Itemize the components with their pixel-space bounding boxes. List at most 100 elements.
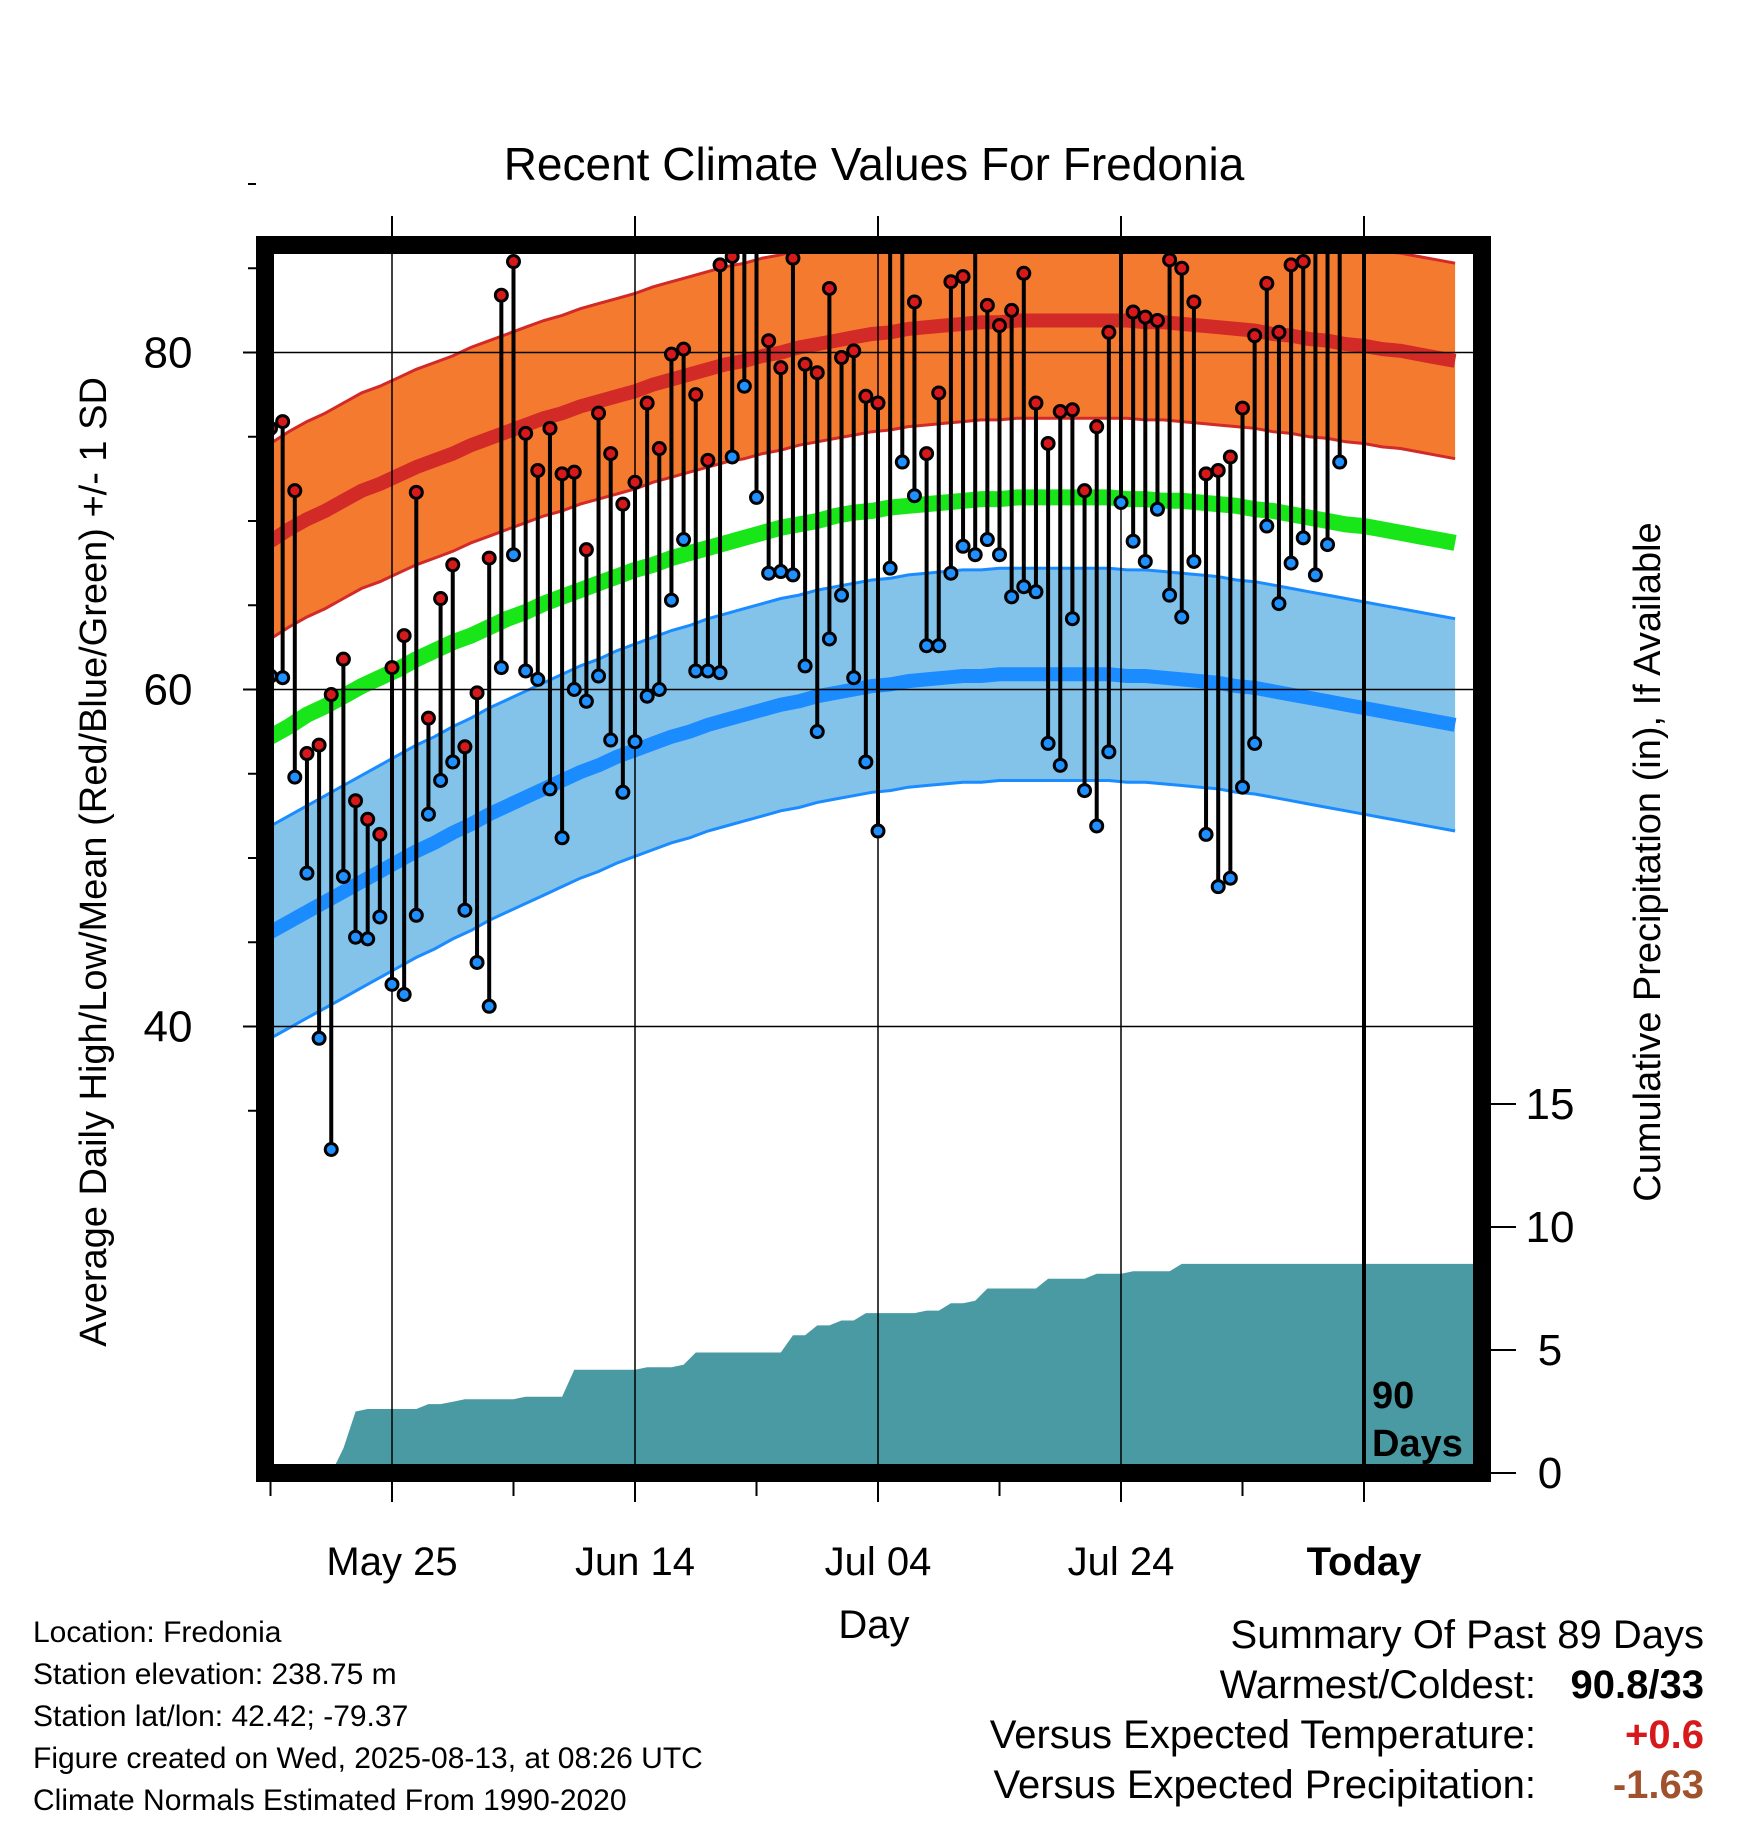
observed-high-point <box>299 746 315 762</box>
x-tick-label: Jul 04 <box>825 1540 932 1584</box>
observed-high-point <box>1064 402 1080 418</box>
observed-high-point <box>372 826 388 842</box>
observed-low-point <box>1235 779 1250 795</box>
observed-high-point <box>591 405 607 421</box>
normal-high-lower-edge <box>269 416 1456 641</box>
observed-high-point <box>919 446 935 462</box>
precip-label: Versus Expected Precipitation: <box>993 1763 1536 1807</box>
observed-low-point <box>663 592 679 608</box>
observed-high-point <box>761 333 777 349</box>
observed-low-point <box>736 378 752 394</box>
plot-frame <box>256 236 1491 1482</box>
observed-low-point <box>894 454 910 470</box>
observed-low-point <box>870 823 886 839</box>
observed-high-point <box>1186 294 1202 310</box>
observed-low-point <box>1332 454 1348 470</box>
y-right-tick-label: 10 <box>1526 1203 1575 1252</box>
observed-high-point <box>992 318 1007 334</box>
elevation-text: Station elevation: 238.75 m <box>33 1658 397 1691</box>
observed-high-point <box>1162 252 1178 268</box>
precip-value: -1.63 <box>1612 1763 1704 1807</box>
observed-high-point <box>773 360 789 376</box>
observed-high-point <box>457 739 473 755</box>
observed-low-point <box>530 671 546 687</box>
x-tick-label: May 25 <box>326 1540 457 1584</box>
observed-low-point <box>919 638 935 654</box>
observed-high-point <box>554 466 570 482</box>
y-left-tick-label: 40 <box>144 1003 193 1052</box>
observed-low-point <box>773 564 789 580</box>
observed-low-point <box>1222 870 1238 886</box>
summary-title: Summary Of Past 89 Days <box>1230 1613 1704 1657</box>
observed-high-point <box>955 269 971 285</box>
observed-low-point <box>834 587 850 603</box>
observed-low-point <box>591 668 607 684</box>
normal-low-upper-edge <box>269 566 1456 828</box>
observed-high-point <box>1259 275 1275 291</box>
observed-low-point <box>1052 757 1068 773</box>
observed-low-point <box>1004 589 1020 605</box>
precip-area <box>270 1263 1474 1473</box>
x-tick-label: Today <box>1307 1540 1423 1584</box>
observed-low-point <box>639 688 655 704</box>
observed-high-point <box>1295 254 1311 270</box>
observed-high-point <box>834 350 850 366</box>
observed-low-point <box>724 449 740 465</box>
observed-high-point <box>688 387 704 403</box>
observed-low-point <box>955 538 971 554</box>
observed-high-point <box>1283 257 1299 273</box>
observed-low-point <box>469 954 485 970</box>
observed-low-point <box>943 565 959 581</box>
summary-temp-row: Versus Expected Temperature: +0.6 <box>990 1710 1704 1760</box>
observed-low-point <box>846 670 862 686</box>
observed-low-point <box>749 489 764 505</box>
observed-high-point <box>1235 400 1250 416</box>
observed-low-point <box>858 754 874 770</box>
observed-high-point <box>518 425 534 441</box>
observed-low-point <box>335 869 351 885</box>
observed-high-point <box>1040 435 1056 451</box>
observed-low-point <box>1198 826 1214 842</box>
normal-low-lower-edge <box>269 779 1456 1040</box>
summary-warmest-row: Warmest/Coldest: 90.8/33 <box>990 1660 1704 1710</box>
observed-low-point <box>967 547 983 563</box>
observed-low-point <box>566 682 582 697</box>
observed-low-point <box>1295 530 1311 546</box>
location-text: Location: Fredonia <box>33 1616 282 1649</box>
observed-high-point <box>738 190 750 202</box>
normal-low-line <box>267 667 1457 939</box>
latlon-text: Station lat/lon: 42.42; -79.37 <box>33 1700 409 1733</box>
observed-low-point <box>433 772 449 788</box>
observed-low-point <box>1307 567 1323 583</box>
observed-high-point <box>275 414 291 430</box>
normal-low-band <box>270 568 1456 1039</box>
observed-high-point <box>1334 210 1346 222</box>
observed-low-point <box>931 638 947 654</box>
observed-low-point <box>1016 579 1032 595</box>
observed-low-point <box>481 998 497 1014</box>
y-axis-label-left: Average Daily High/Low/Mean (Red/Blue/Gr… <box>73 377 115 1347</box>
today-marker-label: Days <box>1372 1423 1463 1465</box>
observed-low-point <box>287 769 303 785</box>
observed-high-point <box>896 190 908 202</box>
observed-high-point <box>542 420 558 436</box>
observed-low-point <box>457 902 473 918</box>
observed-low-point <box>420 806 436 822</box>
observed-low-point <box>299 865 315 881</box>
observed-low-point <box>323 1142 339 1158</box>
plot-area: 90 Days <box>265 190 1482 1473</box>
observed-high-point <box>1198 466 1214 482</box>
observed-low-point <box>761 565 777 581</box>
observed-low-point <box>1271 596 1287 612</box>
observed-high-point <box>311 737 327 753</box>
y-axis-label-right: Cumulative Precipitation (in), If Availa… <box>1627 522 1669 1201</box>
observed-high-point <box>566 464 582 480</box>
summary-panel: Summary Of Past 89 Days Warmest/Coldest:… <box>990 1610 1704 1810</box>
observed-low-point <box>603 732 619 748</box>
observed-high-point <box>1101 324 1117 340</box>
observed-high-point <box>1004 302 1020 318</box>
observed-high-point <box>469 685 485 701</box>
y-left-tick-label: 80 <box>144 329 193 378</box>
station-info: Location: Fredonia Station elevation: 23… <box>33 1612 703 1822</box>
observed-high-point <box>906 294 922 310</box>
